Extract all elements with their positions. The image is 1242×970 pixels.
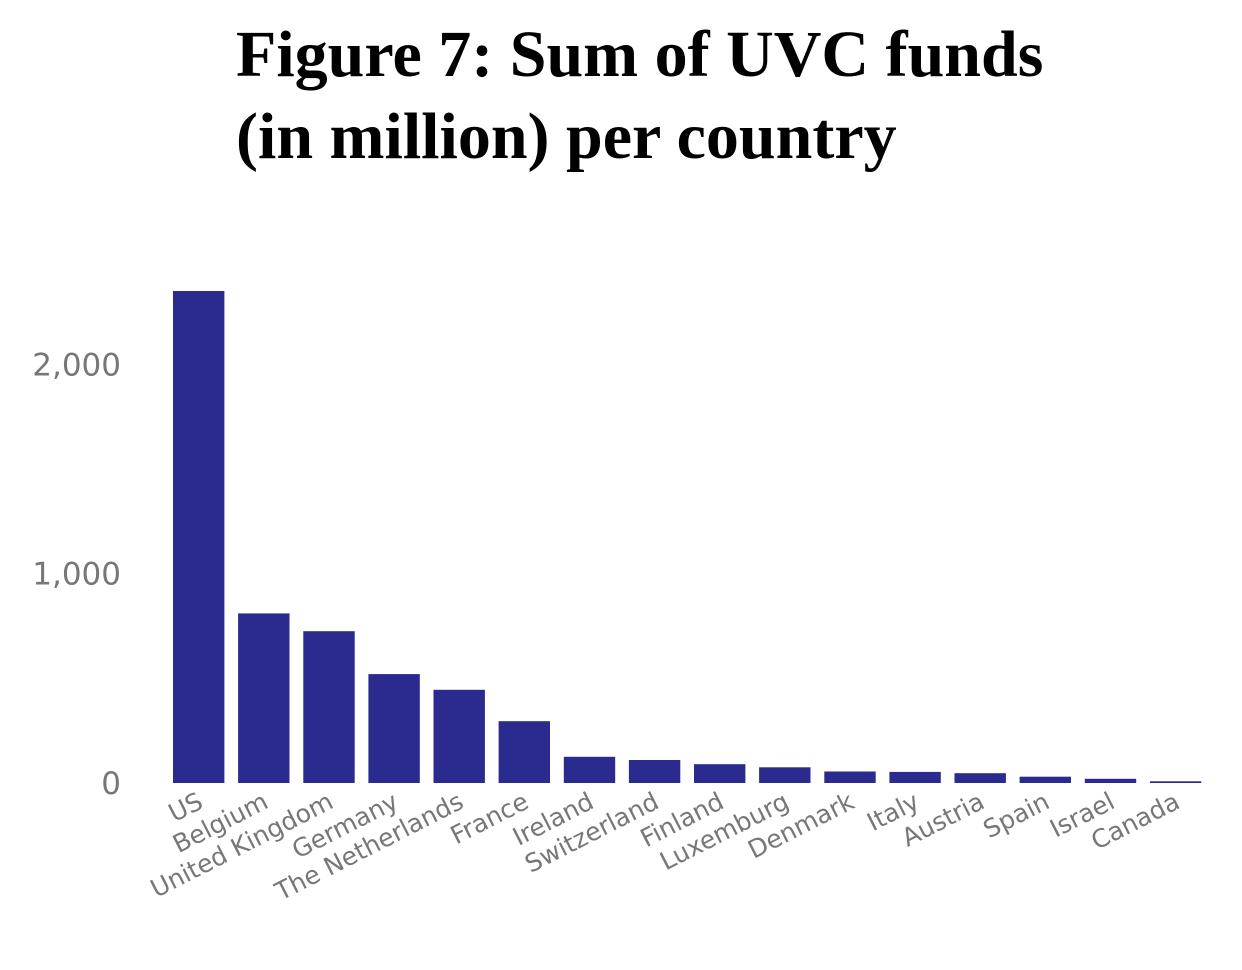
figure-title-line-2: (in million) per country	[236, 100, 897, 173]
y-axis: 0 1,000 2,000	[32, 347, 121, 802]
bar-finland	[694, 764, 746, 783]
bar-italy	[889, 771, 941, 783]
bar-germany	[368, 674, 420, 783]
bar-belgium	[238, 613, 290, 783]
bar-united-kingdom	[303, 631, 355, 783]
bars	[173, 291, 1202, 783]
bar-ireland	[563, 756, 616, 783]
bar-us	[173, 291, 225, 783]
y-tick-label: 1,000	[32, 557, 121, 593]
bar-switzerland	[628, 760, 681, 783]
bar-luxemburg	[759, 767, 811, 783]
bar-israel	[1084, 778, 1137, 783]
x-tick-label: Spain	[979, 787, 1054, 845]
y-tick-label: 0	[101, 766, 121, 802]
bar-denmark	[824, 771, 876, 783]
figure-title-line-1: Figure 7: Sum of UVC funds	[236, 18, 1044, 91]
bar-the-netherlands	[433, 689, 485, 783]
bar-france	[498, 721, 550, 783]
bar-austria	[954, 773, 1006, 783]
bar-canada	[1149, 781, 1202, 783]
bar-spain	[1019, 776, 1071, 783]
y-tick-label: 2,000	[32, 347, 121, 383]
figure-title: Figure 7: Sum of UVC funds (in million) …	[236, 14, 1196, 178]
